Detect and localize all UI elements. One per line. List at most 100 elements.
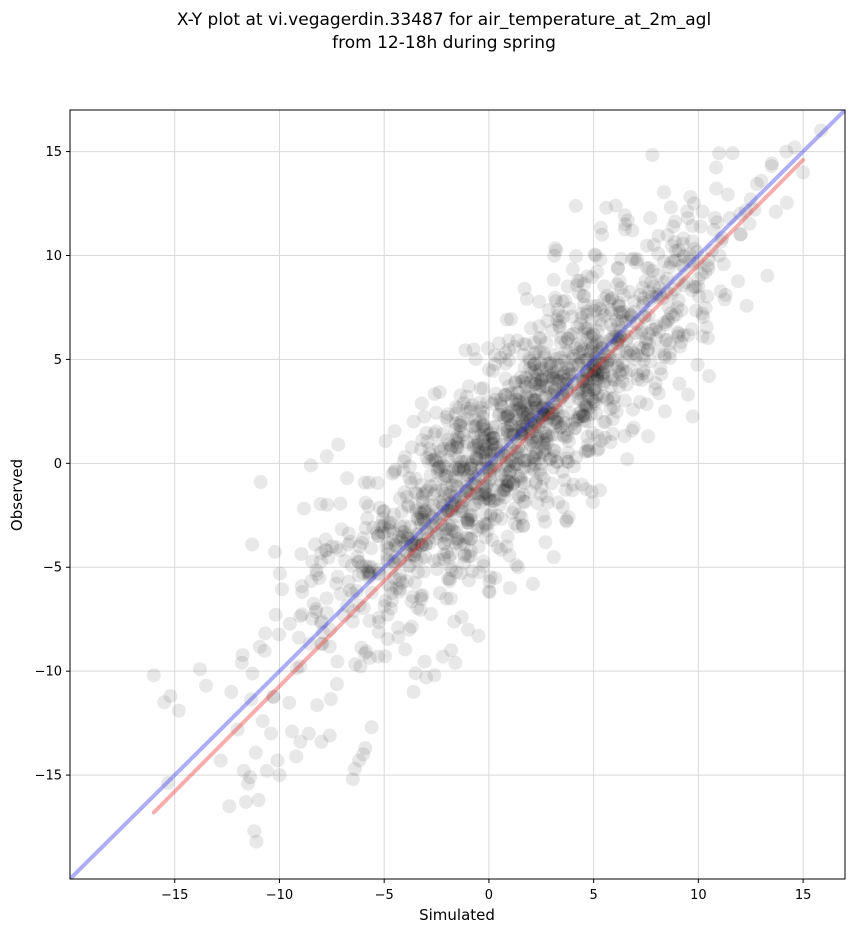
- scatter-point-1307: [383, 520, 398, 535]
- scatter-point-1492: [329, 576, 344, 591]
- scatter-point-1397: [333, 543, 347, 558]
- scatter-point-1531: [322, 728, 337, 743]
- scatter-point-23: [481, 427, 496, 442]
- scatter-point-60: [715, 231, 730, 246]
- scatter-point-77: [464, 513, 479, 527]
- scatter-point-1493: [483, 432, 498, 447]
- scatter-point-723: [604, 306, 619, 321]
- scatter-point-810: [549, 371, 564, 386]
- scatter-point-159: [493, 487, 508, 502]
- scatter-point-1510: [236, 763, 251, 778]
- scatter-point-154: [406, 547, 421, 562]
- scatter-point-663: [479, 440, 494, 455]
- scatter-point-1128: [457, 462, 472, 477]
- scatter-point-117: [539, 429, 553, 444]
- scatter-point-1149: [593, 252, 608, 267]
- scatter-point-725: [364, 560, 379, 575]
- scatter-point-217: [603, 402, 618, 416]
- scatter-point-271: [652, 324, 666, 339]
- scatter-point-422: [353, 659, 368, 674]
- scatter-point-1488: [585, 368, 600, 383]
- scatter-point-734: [393, 568, 408, 583]
- scatter-point-1275: [657, 275, 672, 290]
- scatter-point-762: [556, 309, 571, 324]
- scatter-point-841: [451, 463, 466, 478]
- scatter-point-899: [687, 241, 702, 256]
- scatter-point-145: [511, 432, 526, 447]
- scatter-point-1416: [624, 342, 638, 357]
- scatter-point-1352: [442, 518, 457, 533]
- scatter-point-627: [524, 365, 539, 380]
- scatter-point-27: [312, 571, 327, 585]
- scatter-point-445: [436, 507, 451, 522]
- scatter-point-471: [494, 399, 509, 414]
- scatter-point-827: [528, 396, 542, 411]
- scatter-point-1000: [450, 479, 465, 494]
- scatter-point-888: [471, 539, 486, 554]
- scatter-point-286: [550, 407, 565, 422]
- scatter-point-796: [612, 344, 627, 359]
- scatter-point-176: [548, 382, 563, 397]
- scatter-point-730: [401, 499, 416, 514]
- scatter-point-184: [371, 567, 386, 582]
- scatter-point-803: [500, 424, 515, 438]
- scatter-point-1402: [415, 490, 430, 505]
- scatter-point-1496: [556, 409, 571, 424]
- scatter-point-998: [576, 407, 591, 422]
- scatter-point-1544: [408, 666, 423, 681]
- scatter-point-817: [580, 352, 594, 367]
- scatter-point-1211: [629, 255, 644, 270]
- scatter-point-1276: [535, 438, 550, 453]
- scatter-point-1238: [406, 414, 421, 429]
- scatter-point-1436: [435, 518, 450, 533]
- scatter-point-166: [550, 455, 565, 470]
- scatter-point-1360: [562, 367, 577, 381]
- scatter-point-915: [578, 321, 593, 335]
- scatter-point-167: [448, 509, 463, 524]
- scatter-point-750: [603, 379, 618, 394]
- scatter-point-140: [516, 347, 531, 362]
- scatter-point-862: [479, 453, 493, 468]
- scatter-point-1039: [412, 527, 426, 542]
- scatter-point-118: [540, 400, 555, 415]
- scatter-point-1559: [488, 348, 503, 363]
- scatter-point-1168: [720, 187, 735, 202]
- scatter-point-1129: [476, 431, 490, 446]
- scatter-point-143: [504, 386, 519, 401]
- scatter-point-1384: [515, 405, 530, 420]
- scatter-point-1572: [680, 387, 695, 402]
- scatter-point-1092: [453, 459, 468, 474]
- scatter-point-861: [517, 360, 532, 375]
- scatter-point-1072: [659, 333, 674, 347]
- scatter-point-1024: [439, 522, 453, 537]
- scatter-point-1176: [394, 505, 409, 519]
- scatter-point-214: [409, 553, 424, 568]
- scatter-point-980: [539, 362, 554, 377]
- scatter-point-1331: [592, 313, 607, 328]
- scatter-point-439: [416, 564, 431, 579]
- scatter-point-170: [578, 409, 592, 424]
- scatter-point-578: [371, 562, 386, 577]
- scatter-point-1595: [548, 294, 563, 309]
- scatter-point-985: [553, 335, 568, 350]
- scatter-point-276: [604, 369, 619, 384]
- scatter-point-1518: [253, 475, 268, 489]
- scatter-point-421: [588, 337, 603, 352]
- scatter-point-1264: [717, 292, 732, 307]
- scatter-point-1101: [602, 293, 617, 308]
- scatter-point-1373: [305, 554, 320, 569]
- scatter-point-54: [319, 449, 334, 464]
- scatter-point-32: [581, 388, 596, 403]
- scatter-point-1021: [540, 314, 555, 329]
- scatter-point-610: [235, 648, 250, 663]
- scatter-point-298: [587, 356, 602, 371]
- scatter-point-1370: [258, 626, 273, 641]
- scatter-point-877: [366, 520, 381, 535]
- scatter-point-379: [516, 395, 531, 410]
- scatter-point-270: [393, 519, 408, 534]
- scatter-point-335: [664, 287, 679, 302]
- scatter-point-1114: [588, 350, 603, 365]
- scatter-point-371: [498, 410, 513, 425]
- scatter-point-372: [333, 496, 348, 511]
- scatter-point-1076: [423, 479, 438, 494]
